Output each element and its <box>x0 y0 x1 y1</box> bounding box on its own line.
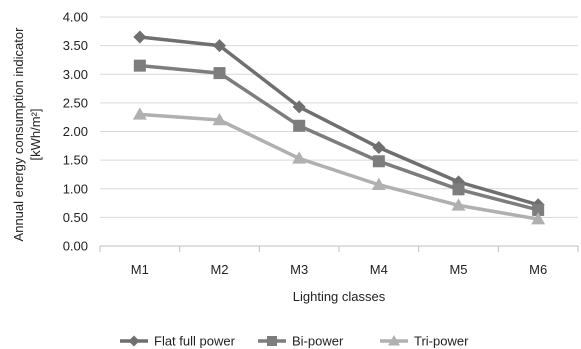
y-tick-label: 0.00 <box>63 239 88 254</box>
square-marker <box>213 67 226 80</box>
x-axis-ticks: M1 M2 M3 M4 M5 M6 <box>99 246 579 277</box>
triangle-marker <box>531 212 546 225</box>
series-triangle <box>132 107 546 225</box>
square-marker <box>532 203 545 216</box>
diamond-marker <box>133 30 147 44</box>
y-tick-label: 2.00 <box>63 124 88 139</box>
legend-label: Flat full power <box>154 334 236 349</box>
triangle-marker <box>292 151 307 164</box>
series-diamond <box>133 30 545 212</box>
x-axis-title: Lighting classes <box>293 289 386 304</box>
x-tick-label: M5 <box>449 262 467 277</box>
diamond-marker <box>128 335 140 347</box>
square-marker <box>452 183 465 196</box>
y-tick-label: 2.50 <box>63 95 88 110</box>
square-marker <box>133 59 146 72</box>
legend-label: Bi-power <box>292 334 344 349</box>
legend-item: Flat full power <box>120 334 236 349</box>
diamond-marker <box>213 39 226 53</box>
legend: Flat full power Bi-power Tri-power <box>120 334 469 349</box>
x-tick-label: M6 <box>529 262 547 277</box>
square-marker <box>267 336 277 346</box>
x-tick-label: M3 <box>290 262 308 277</box>
x-tick-label: M2 <box>210 262 228 277</box>
triangle-marker <box>132 107 147 120</box>
square-marker <box>372 155 385 168</box>
y-tick-label: 0.50 <box>63 210 88 225</box>
y-tick-label: 4.00 <box>63 10 88 25</box>
diamond-marker <box>372 141 386 155</box>
y-tick-label: 1.50 <box>63 153 88 168</box>
series-square <box>133 59 545 216</box>
diamond-marker <box>292 100 306 114</box>
series-line <box>139 112 539 221</box>
series-line <box>139 63 539 212</box>
triangle-marker <box>371 177 386 190</box>
triangle-marker <box>212 113 227 126</box>
y-axis-title: Annual energy consumption indicator <box>11 27 26 242</box>
gridlines <box>100 16 578 218</box>
y-tick-label: 3.50 <box>63 38 88 53</box>
series-line <box>139 35 539 207</box>
square-marker <box>293 119 306 132</box>
legend-item: Bi-power <box>258 334 344 349</box>
series-lines <box>132 30 546 225</box>
triangle-marker <box>388 335 400 346</box>
legend-label: Tri-power <box>414 334 469 349</box>
y-axis-ticks: 0.00 0.50 1.00 1.50 2.00 2.50 3.00 3.50 4.00 <box>63 10 88 254</box>
triangle-marker <box>451 198 466 211</box>
y-tick-label: 3.00 <box>63 67 88 82</box>
x-tick-label: M1 <box>131 262 149 277</box>
y-tick-label: 1.00 <box>63 181 88 196</box>
x-tick-label: M4 <box>370 262 388 277</box>
legend-item: Tri-power <box>380 334 469 349</box>
y-axis-unit: [kWh/m²] <box>28 109 43 161</box>
